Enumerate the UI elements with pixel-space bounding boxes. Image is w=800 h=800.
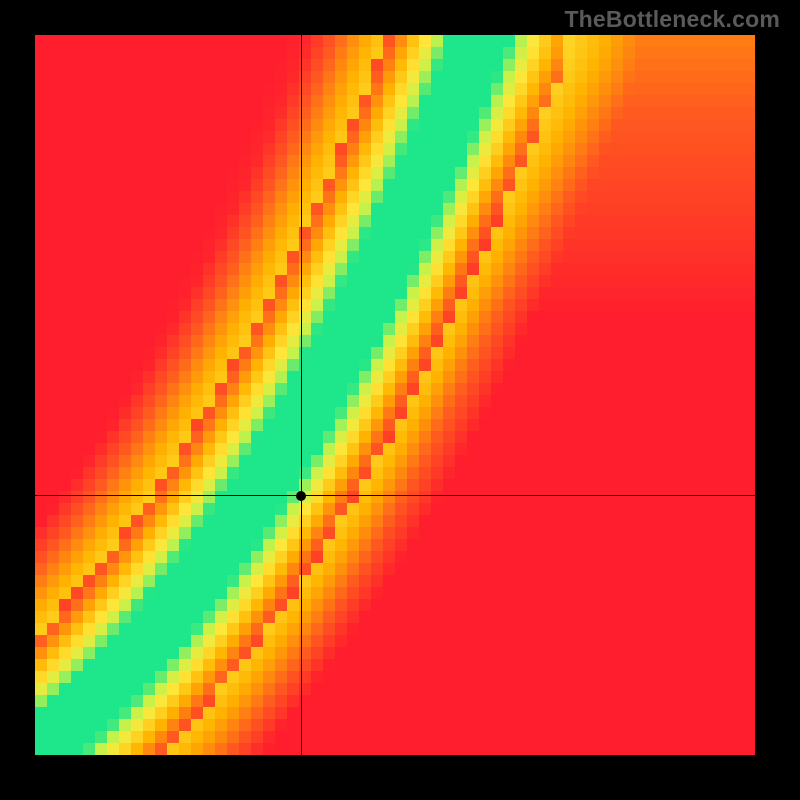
watermark-text: TheBottleneck.com xyxy=(564,6,780,33)
crosshair-vertical xyxy=(301,35,302,755)
chart-container: TheBottleneck.com xyxy=(0,0,800,800)
bottleneck-heatmap xyxy=(35,35,755,755)
crosshair-horizontal xyxy=(35,495,755,496)
